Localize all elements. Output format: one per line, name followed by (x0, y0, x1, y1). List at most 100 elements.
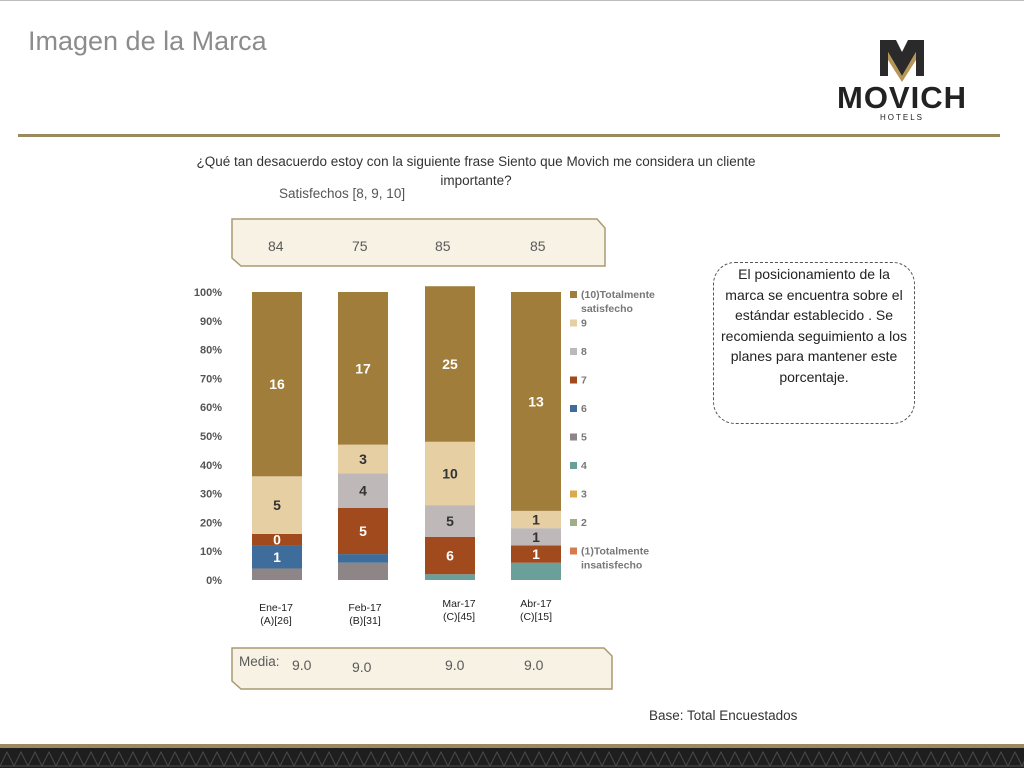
y-tick-label: 40% (200, 460, 222, 472)
recommendation-note: El posicionamiento de la marca se encuen… (713, 262, 915, 424)
footer-chevron (825, 750, 841, 767)
footer-chevron (111, 750, 127, 767)
media-label: Media: (239, 654, 280, 669)
media-value: 9.0 (292, 657, 312, 673)
footer-chevron (405, 750, 421, 767)
footer-chevron (1007, 750, 1023, 767)
bar-segment (252, 476, 302, 534)
bar-segment (511, 292, 561, 511)
legend-label: 7 (581, 375, 587, 387)
logo-sub: HOTELS (880, 113, 924, 122)
footer-chevron (993, 750, 1009, 767)
footer-chevron (573, 750, 589, 767)
slide-title: Imagen de la Marca (28, 26, 267, 56)
logo-mark-icon (880, 40, 924, 82)
footer-chevron (657, 750, 673, 767)
data-label: 1 (532, 529, 540, 545)
data-label: 1 (273, 549, 281, 565)
footer-chevron (895, 750, 911, 767)
footer-chevron (69, 750, 85, 767)
footer-band (0, 748, 1024, 768)
x-tick-label: Ene-17 (A)[26] (259, 602, 293, 627)
legend-label: 4 (581, 460, 587, 472)
y-tick-label: 60% (200, 402, 222, 414)
footer-chevron (335, 750, 351, 767)
media-panel (231, 647, 613, 690)
footer-chevron (265, 750, 281, 767)
footer-chevron (951, 750, 967, 767)
bar-segment (511, 510, 561, 529)
legend-label: (10)Totalmente satisfecho (581, 289, 655, 315)
legend-swatch (570, 376, 577, 384)
footer-chevron (643, 750, 659, 767)
footer-chevron (97, 750, 113, 767)
footer-chevron (769, 750, 785, 767)
logo-word: MOVICH (837, 80, 967, 115)
bar-segment (252, 292, 302, 477)
footer-chevron (601, 750, 617, 767)
footer-chevron (377, 750, 393, 767)
bar-segment (425, 505, 475, 537)
legend-swatch (570, 348, 577, 355)
footer-chevron (181, 750, 197, 767)
legend-label: 8 (581, 346, 587, 358)
footer-chevron (83, 750, 99, 767)
data-label: 10 (442, 465, 458, 481)
satisfied-value: 85 (530, 238, 546, 254)
footer-chevron (139, 750, 155, 767)
satisfied-value: 75 (352, 238, 368, 254)
footer-chevron (503, 750, 519, 767)
legend-label: 5 (581, 432, 587, 444)
footer-chevron (979, 750, 995, 767)
footer-chevron (321, 750, 337, 767)
survey-question: ¿Qué tan desacuerdo estoy con la siguien… (196, 154, 756, 188)
satisfied-value: 84 (268, 238, 284, 254)
y-tick-label: 100% (194, 287, 222, 299)
x-tick-label: Abr-17 (C)[15] (519, 598, 553, 623)
footer-chevron (475, 750, 491, 767)
footer-chevron (629, 750, 645, 767)
footer-accent (0, 744, 1024, 748)
footer-chevron (517, 750, 533, 767)
bar-segment (252, 533, 302, 546)
data-label: 1 (532, 512, 540, 528)
footer-chevron (195, 750, 211, 767)
footer-chevron (685, 750, 701, 767)
footer-chevron (391, 750, 407, 767)
footer-chevron (489, 750, 505, 767)
footer-chevron (419, 750, 435, 767)
legend-swatch (570, 405, 577, 412)
header-rule (18, 134, 1000, 137)
footer-chevron (209, 750, 225, 767)
data-label: 1 (532, 546, 540, 562)
footer-chevron (41, 750, 57, 767)
footer-chevron (545, 750, 561, 767)
satisfied-subhead: Satisfechos [8, 9, 10] (279, 186, 406, 201)
data-label: 4 (359, 483, 367, 499)
legend-swatch (570, 519, 577, 526)
y-tick-label: 50% (200, 431, 222, 443)
footer-chevron (55, 750, 71, 767)
legend-label: 9 (581, 318, 587, 330)
footer-chevron (881, 750, 897, 767)
footer-chevron (839, 750, 855, 767)
footer-chevron (699, 750, 715, 767)
footer-pattern (0, 750, 1024, 767)
bar-segment (252, 568, 302, 580)
footer-chevron (909, 750, 925, 767)
footer-chevron (531, 750, 547, 767)
data-label: 16 (269, 376, 285, 392)
bar-segment (425, 286, 475, 442)
footer-chevron (167, 750, 183, 767)
legend-swatch (570, 490, 577, 498)
footer-chevron (783, 750, 799, 767)
footer-chevron (727, 750, 743, 767)
data-label: 5 (359, 523, 367, 539)
satisfied-value: 85 (435, 238, 451, 254)
x-tick-label: Mar-17 (C)[45] (442, 598, 476, 623)
bar-segment (425, 574, 475, 580)
data-label: 3 (359, 451, 367, 467)
stacked-bar-chart: 0%10%20%30%40%50%60%70%80%90%100%1051654… (194, 286, 655, 587)
media-value: 9.0 (352, 659, 372, 675)
data-label: 5 (446, 513, 454, 529)
